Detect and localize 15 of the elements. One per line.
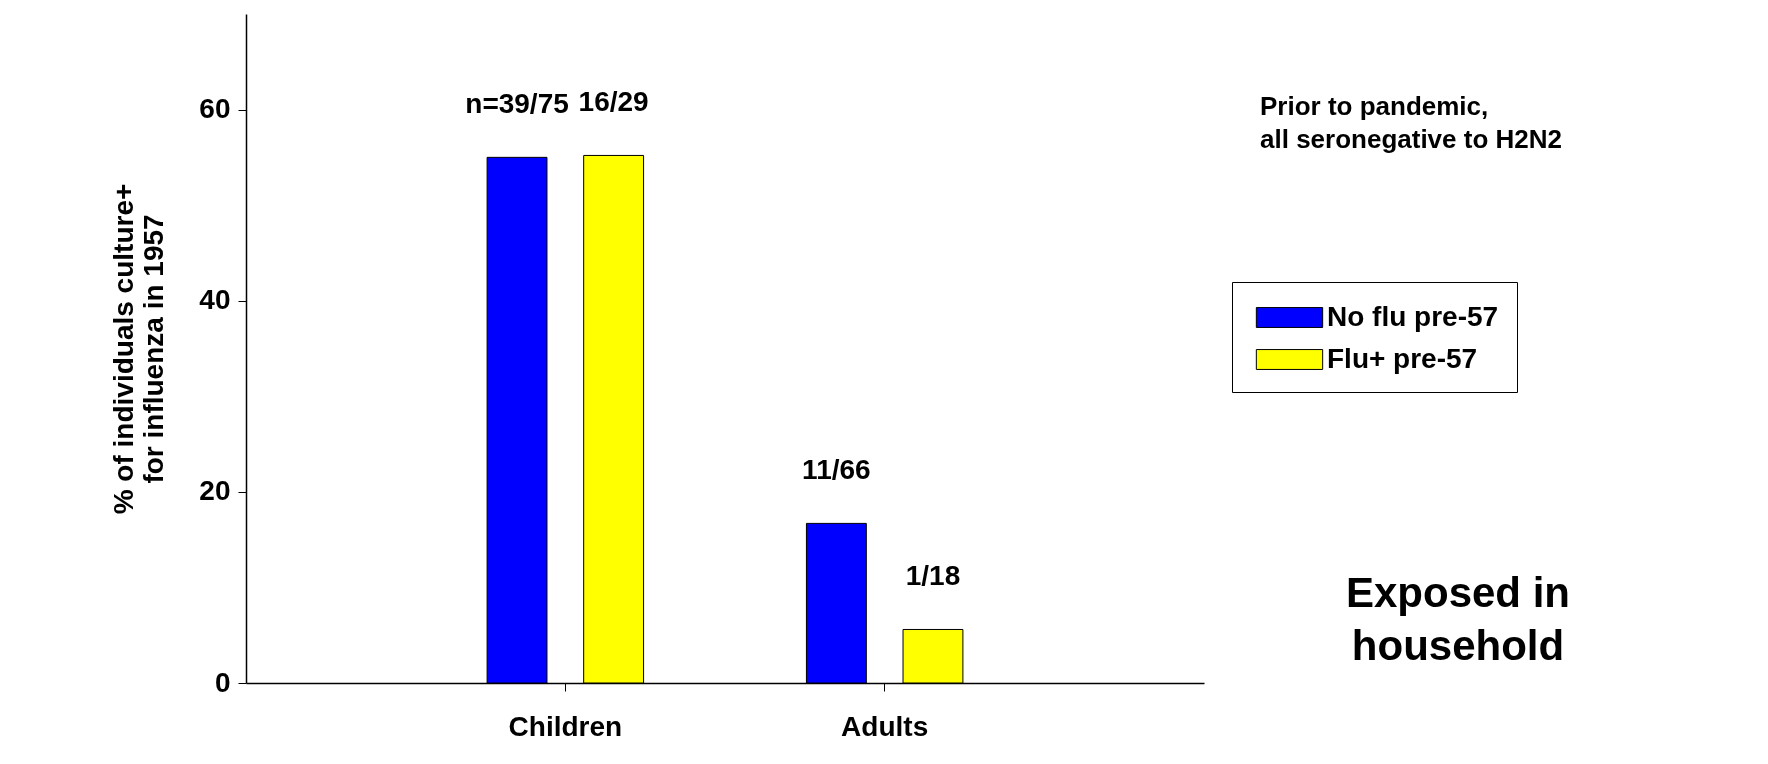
x-tick-label: Adults [841, 710, 929, 742]
y-axis-title: % of individuals culture+ for influenza in 1957 [108, 183, 170, 515]
legend-label: No flu pre-57 [1327, 300, 1499, 332]
text: Exposed in household [1345, 569, 1571, 669]
data-label: n=39/75 [465, 88, 569, 120]
text: Prior to pandemic, all seronegative to H2N2 [1260, 91, 1562, 154]
data-label: 1/18 [905, 560, 961, 592]
x-tick-label: Children [508, 710, 623, 742]
data-label: 11/66 [802, 454, 871, 486]
data-label: 16/29 [578, 86, 649, 118]
y-tick-label: 40 [199, 284, 231, 316]
y-tick-label: 60 [199, 93, 231, 125]
y-tick-label: 20 [199, 475, 231, 507]
y-tick-label: 0 [214, 666, 231, 698]
legend-label: Flu+ pre-57 [1327, 342, 1478, 374]
